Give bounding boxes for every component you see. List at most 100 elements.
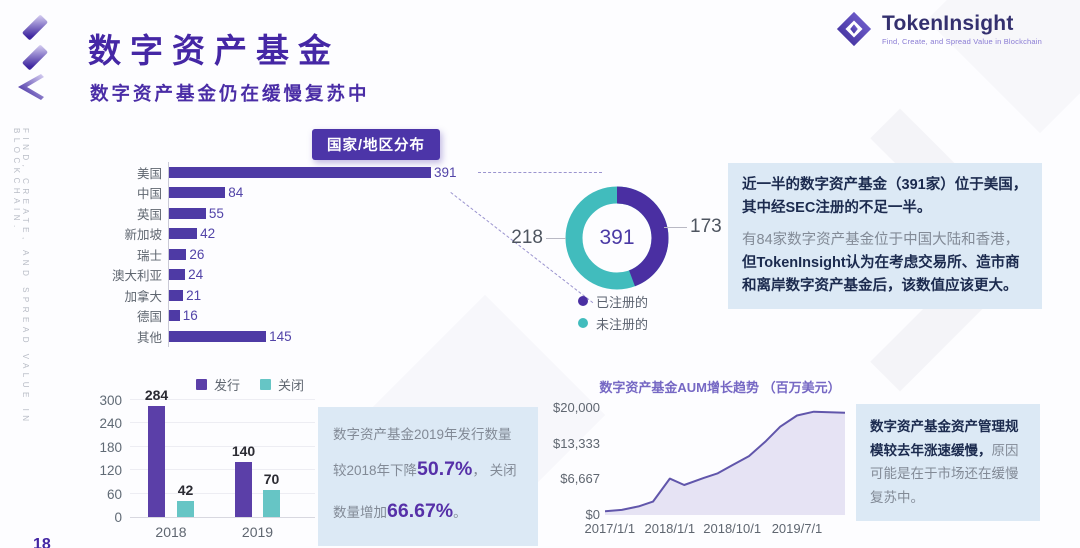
connector-dashed-line — [478, 172, 602, 173]
bar-track: 42 — [168, 223, 476, 244]
bar-row: 瑞士 26 — [104, 244, 476, 265]
bar-value: 70 — [263, 470, 280, 487]
legend-item: 关闭 — [260, 375, 304, 394]
bar-category-label: 英国 — [136, 207, 162, 222]
insight-text: 有84家数字资产基金位于中国大陆和香港， 但TokenInsight认为在考虑交易… — [742, 229, 1028, 298]
y-tick-label: 120 — [99, 463, 122, 479]
issued-closed-bar-chart: 284 42 140 70 — [130, 387, 315, 518]
text-segment: 数字资产基金资产管理规模较去年涨速缓慢， — [870, 419, 1019, 458]
text-segment: 原因可能是在于市场还在缓慢复苏中。 — [870, 442, 1019, 505]
vertical-tagline: FIND, CREATE, AND SPREAD VALUE IN BLOCKC… — [12, 128, 30, 426]
bar-track: 21 — [168, 285, 476, 306]
aum-y-tick-label: $0 — [585, 507, 600, 522]
bar-value: 21 — [186, 287, 202, 303]
bar-value: 26 — [189, 246, 205, 262]
bar-category-label: 其他 — [136, 330, 162, 345]
chart-title-chip: 国家/地区分布 — [312, 129, 441, 160]
y-tick-label: 300 — [99, 393, 122, 408]
legend-item: 发行 — [196, 375, 240, 394]
insight-box-issuance: 数字资产基金2019年发行数量较2018年下降50.7%， 关闭数量增加66.6… — [318, 407, 538, 546]
aum-y-tick-label: $20,000 — [553, 400, 600, 415]
text-segment: 50.7% — [417, 458, 473, 481]
bar-track: 24 — [168, 264, 476, 285]
bar-track: 84 — [168, 182, 476, 203]
gridline — [130, 445, 315, 447]
logo-name: TokenInsight — [882, 12, 1014, 35]
chevron-left-icon — [18, 74, 44, 100]
x-category-label: 2018 — [155, 524, 187, 540]
insight-box-aum: 数字资产基金资产管理规模较去年涨速缓慢，原因可能是在于市场还在缓慢复苏中。 — [856, 404, 1040, 521]
bar-row: 其他 145 — [104, 326, 476, 347]
text-segment: 数字资产基金2019年发行数量较2018年下降 — [333, 427, 512, 479]
bar-value: 140 — [231, 443, 256, 460]
bar-value: 145 — [269, 328, 292, 344]
page-number: 18 — [33, 536, 51, 548]
legend-label: 已注册的 — [596, 294, 649, 310]
bar-row: 加拿大 21 — [104, 285, 476, 306]
insight-text: 数字资产基金资产管理规模较去年涨速缓慢，原因可能是在于市场还在缓慢复苏中。 — [870, 415, 1026, 510]
legend-label: 发行 — [214, 378, 241, 393]
text-segment: 但TokenInsight认为在考虑交易所、造市商和离岸数字资产基金后，该数值应… — [742, 254, 1020, 294]
donut-rings — [565, 186, 669, 290]
bar-category-label: 瑞士 — [136, 248, 162, 263]
y-tick-label: 180 — [99, 439, 122, 455]
bar — [169, 248, 187, 260]
text-segment: 有84家数字资产基金位于中国大陆和香港， — [742, 231, 1020, 248]
bar-row: 新加坡 42 — [104, 223, 476, 244]
bar-category-label: 美国 — [136, 166, 162, 181]
callout-line — [664, 227, 687, 228]
aum-area-chart — [604, 405, 846, 517]
bar — [169, 207, 206, 219]
bar-row: 美国 391 — [104, 162, 476, 183]
bar-track: 16 — [168, 305, 476, 326]
bar-row: 德国 16 — [104, 305, 476, 326]
gridline — [130, 469, 315, 471]
bar-category-label: 新加坡 — [124, 228, 162, 243]
gridline — [130, 422, 315, 424]
aum-x-tick-label: 2019/7/1 — [771, 521, 823, 536]
bar-category-label: 德国 — [136, 310, 162, 325]
decor-slash-icon — [21, 14, 49, 41]
bar-row: 澳大利亚 24 — [104, 264, 476, 285]
bar-value: 42 — [200, 226, 216, 242]
gridline — [130, 399, 315, 400]
x-category-label: 2019 — [241, 524, 274, 540]
y-tick-label: 60 — [106, 486, 122, 502]
text-segment: 。 — [453, 504, 467, 520]
bar-value: 24 — [188, 267, 204, 283]
y-tick-label: 240 — [99, 416, 122, 432]
country-bar-chart: 美国 391 中国 84 英国 55 新加坡 42 瑞士 26 澳大利亚 24 加拿大 21 德国 16 其他 1… — [104, 162, 476, 347]
bar-category-label: 澳大利亚 — [111, 269, 162, 284]
tokeninsight-logo-icon — [836, 11, 872, 47]
gridline — [130, 492, 315, 494]
tokeninsight-logo: TokenInsight Find, Create, and Spread Va… — [835, 10, 1042, 48]
legend-label: 未注册的 — [596, 316, 649, 332]
bar-track: 55 — [168, 203, 476, 224]
aum-y-tick-label: $6,667 — [560, 471, 600, 487]
bar-track: 145 — [168, 326, 476, 347]
bar-track: 26 — [168, 244, 476, 265]
donut-center-value: 391 — [599, 226, 635, 249]
callout-line — [546, 238, 566, 239]
aum-area — [604, 410, 846, 515]
bar — [148, 406, 165, 517]
aum-y-tick-label: $13,333 — [553, 435, 600, 451]
donut-callout-unregistered: 218 — [511, 227, 543, 248]
bar-value: 16 — [182, 308, 198, 324]
bar — [169, 310, 180, 322]
bar — [169, 166, 431, 178]
legend-item: 已注册的 — [578, 290, 648, 312]
insight-text: 近一半的数字资产基金（391家）位于美国，其中经SEC注册的不足一半。 — [742, 177, 1028, 216]
bar — [169, 289, 184, 301]
insight-text: 数字资产基金2019年发行数量较2018年下降50.7%， 关闭数量增加66.6… — [333, 420, 523, 533]
bar-chart-legend: 发行 关闭 — [196, 375, 304, 394]
logo-tagline: Find, Create, and Spread Value in Blockc… — [882, 37, 1043, 46]
bar — [169, 187, 226, 199]
bar-value: 42 — [177, 481, 194, 498]
registration-donut-chart: 391 — [565, 186, 669, 290]
legend-label: 关闭 — [278, 378, 305, 393]
bar-category-label: 加拿大 — [124, 289, 162, 304]
bar-row: 英国 55 — [104, 203, 476, 224]
bar-row: 中国 84 — [104, 182, 476, 203]
